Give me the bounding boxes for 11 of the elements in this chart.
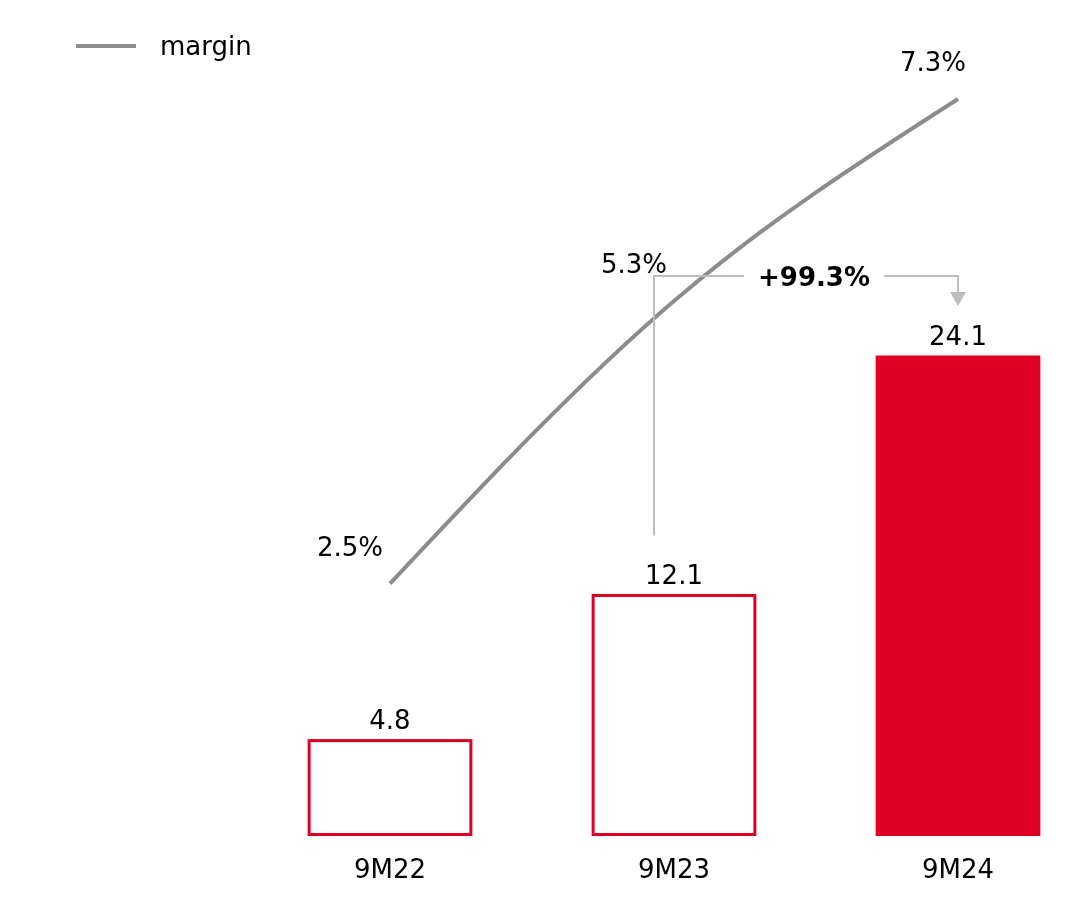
legend-label: margin <box>160 31 252 61</box>
x-tick-label: 9M23 <box>637 854 711 884</box>
data-label: 12.1 <box>645 559 703 590</box>
text: +99.3% <box>758 262 870 292</box>
x-tick-label: 9M24 <box>921 854 995 884</box>
data-label: 4.8 <box>369 704 411 735</box>
data-label: 7.3% <box>899 47 967 77</box>
data-label: 5.3% <box>600 248 668 279</box>
x-tick-label: 9M22 <box>353 854 427 884</box>
data-label: 2.5% <box>316 531 384 562</box>
data-label: 24.1 <box>929 321 987 351</box>
